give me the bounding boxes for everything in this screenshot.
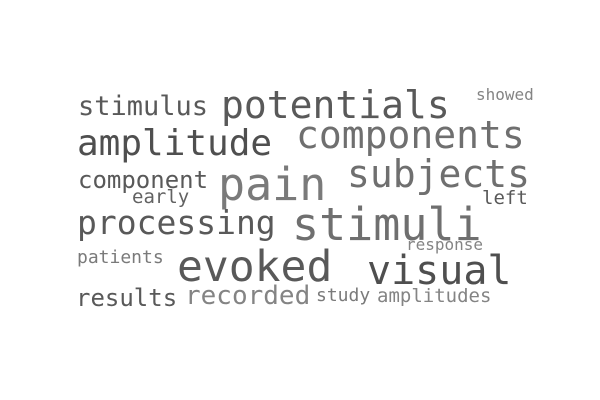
- word-results: results: [76, 284, 178, 312]
- word-recorded: recorded: [185, 281, 311, 311]
- word-response: response: [406, 235, 484, 254]
- word-subjects: subjects: [347, 152, 531, 196]
- word-early: early: [132, 186, 190, 208]
- word-visual: visual: [367, 248, 512, 294]
- word-stimuli: stimuli: [292, 198, 482, 251]
- word-left: left: [482, 187, 528, 209]
- word-study: study: [316, 285, 371, 306]
- word-potentials: potentials: [221, 83, 450, 127]
- word-amplitudes: amplitudes: [377, 285, 492, 307]
- word-evoked: evoked: [177, 242, 333, 292]
- word-amplitude: amplitude: [77, 123, 273, 164]
- word-components: components: [296, 113, 525, 157]
- word-showed: showed: [476, 85, 534, 104]
- word-stimulus: stimulus: [78, 91, 209, 122]
- word-pain: pain: [218, 158, 327, 211]
- word-patients: patients: [77, 247, 164, 268]
- word-component: component: [78, 166, 209, 194]
- word-processing: processing: [77, 203, 276, 242]
